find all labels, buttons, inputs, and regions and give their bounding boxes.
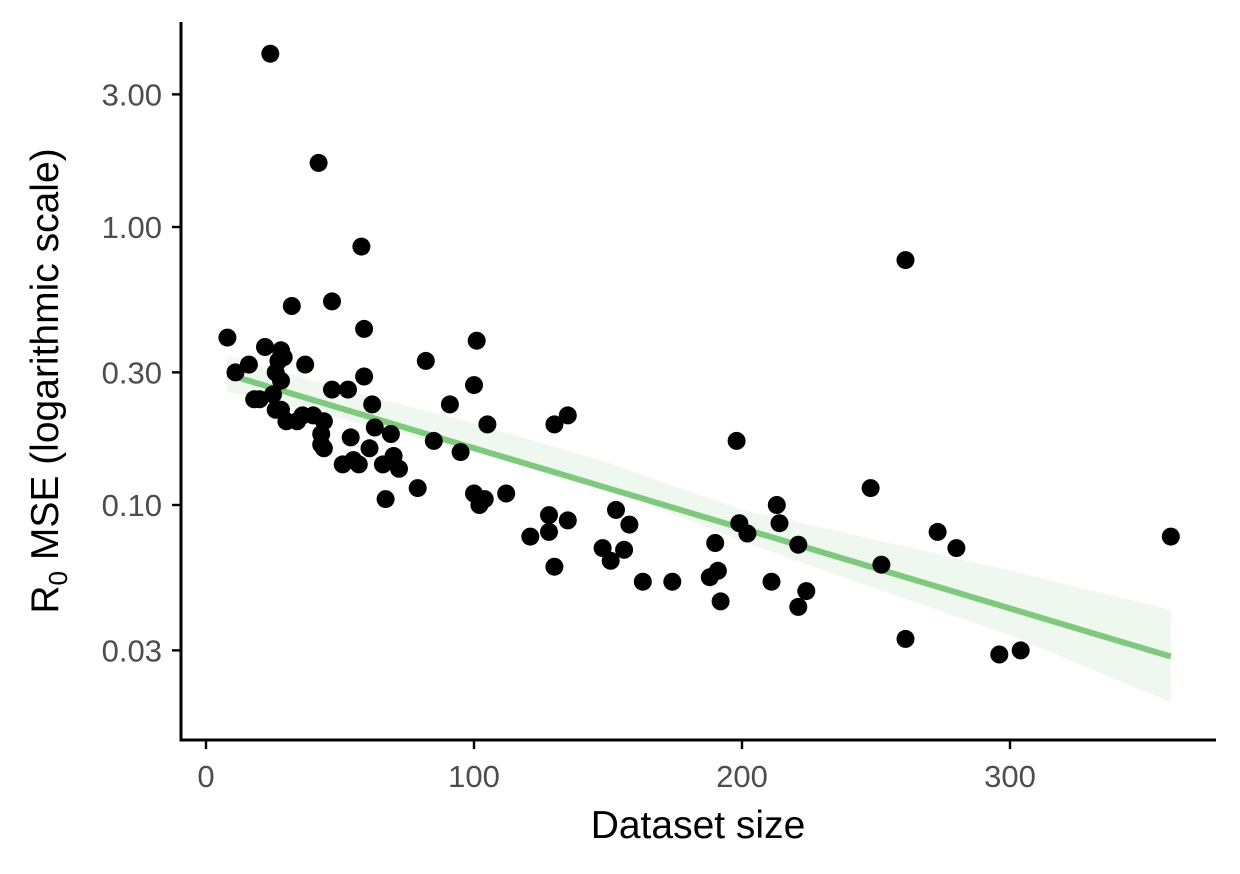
fit-line-layer <box>226 371 1172 660</box>
y-tick-label: 1.00 <box>102 210 162 245</box>
data-point <box>440 395 459 414</box>
data-point <box>264 385 282 404</box>
data-point <box>762 572 781 591</box>
data-point <box>545 415 564 434</box>
data-point <box>497 484 516 503</box>
data-point <box>947 539 966 558</box>
data-point <box>355 367 374 386</box>
x-tick-label: 200 <box>716 759 768 794</box>
data-point <box>272 371 290 390</box>
data-point <box>296 355 315 374</box>
data-point <box>706 534 725 552</box>
data-point <box>465 376 483 395</box>
data-point <box>633 572 652 591</box>
data-point <box>475 490 494 509</box>
data-point <box>314 439 333 458</box>
data-point <box>1161 527 1180 546</box>
data-point <box>309 153 328 172</box>
data-point <box>708 561 727 580</box>
data-point <box>261 44 280 63</box>
data-point <box>390 459 408 478</box>
data-point <box>323 380 341 399</box>
data-point <box>727 431 746 450</box>
data-point <box>711 592 730 611</box>
data-point <box>872 555 891 574</box>
data-point <box>478 415 497 434</box>
data-point <box>545 557 564 576</box>
data-point <box>663 572 682 591</box>
data-point <box>451 443 470 462</box>
data-point <box>256 338 274 356</box>
data-point <box>928 522 947 541</box>
data-point <box>314 412 333 431</box>
data-point <box>607 500 625 519</box>
x-tick-label: 0 <box>197 759 214 794</box>
data-point <box>558 511 577 530</box>
data-point <box>540 522 558 541</box>
data-point <box>360 439 379 458</box>
data-point <box>424 431 443 450</box>
data-point <box>861 479 880 498</box>
data-point <box>990 645 1009 664</box>
data-point <box>323 292 341 311</box>
data-point <box>239 355 258 374</box>
y-tick-label: 0.03 <box>102 633 162 668</box>
data-point <box>601 551 620 570</box>
data-point <box>797 582 816 601</box>
data-point <box>408 479 427 498</box>
y-tick-label: 0.30 <box>102 355 162 390</box>
data-point <box>363 395 382 414</box>
data-point <box>789 597 808 616</box>
data-point <box>521 527 540 546</box>
data-point <box>381 425 400 443</box>
data-point <box>341 428 360 447</box>
data-point <box>770 514 789 533</box>
data-point <box>282 297 301 315</box>
data-point <box>467 331 486 350</box>
data-point <box>226 363 245 382</box>
y-axis-title-rest: MSE (logarithmic scale) <box>24 148 67 571</box>
x-tick-label: 300 <box>984 759 1036 794</box>
data-point <box>274 348 293 367</box>
fit-line <box>226 371 1172 660</box>
x-axis-ticks: 0 100 200 300 <box>197 740 1036 794</box>
data-point <box>416 351 435 370</box>
y-axis-title-subscript: 0 <box>43 571 73 585</box>
y-axis-title-main: R <box>24 585 67 613</box>
data-point <box>896 251 915 270</box>
y-axis-title: R0 MSE (logarithmic scale) <box>24 148 73 613</box>
y-axis-ticks: 0.03 0.10 0.30 1.00 3.00 <box>102 77 181 668</box>
data-point <box>1011 641 1030 660</box>
y-tick-label: 3.00 <box>102 77 162 112</box>
data-point <box>789 535 808 554</box>
data-point <box>558 406 577 425</box>
data-point <box>365 418 384 437</box>
data-point <box>339 380 357 399</box>
data-point <box>896 629 915 648</box>
data-point <box>540 506 558 525</box>
data-point <box>620 515 639 534</box>
data-points-layer <box>218 44 1180 664</box>
data-point <box>349 455 368 474</box>
data-point <box>615 540 634 559</box>
data-point <box>355 319 374 338</box>
data-point <box>767 496 786 514</box>
x-axis-title: Dataset size <box>591 804 806 847</box>
data-point <box>738 524 757 543</box>
y-tick-label: 0.10 <box>102 488 162 523</box>
data-point <box>218 328 237 347</box>
data-point <box>376 490 395 509</box>
data-point <box>352 237 371 256</box>
x-tick-label: 100 <box>448 759 500 794</box>
